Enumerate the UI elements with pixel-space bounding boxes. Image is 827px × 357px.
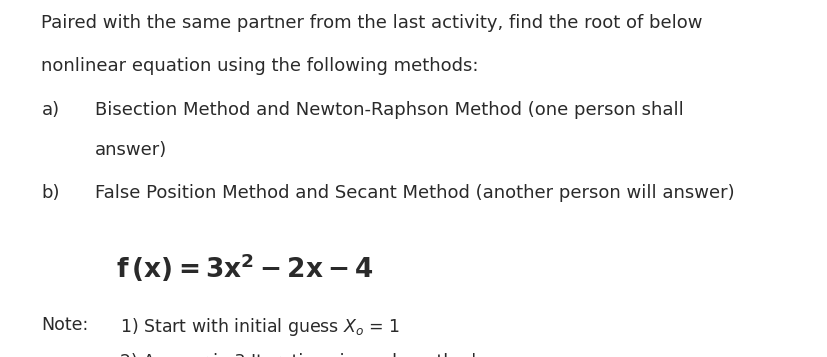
- Text: b): b): [41, 184, 60, 202]
- Text: nonlinear equation using the following methods:: nonlinear equation using the following m…: [41, 57, 478, 75]
- Text: 2) Answer in 3 Iterations in each method: 2) Answer in 3 Iterations in each method: [120, 353, 476, 357]
- Text: $\mathbf{f\,(x) = 3x^2 - 2x - 4}$: $\mathbf{f\,(x) = 3x^2 - 2x - 4}$: [116, 252, 373, 284]
- Text: Paired with the same partner from the last activity, find the root of below: Paired with the same partner from the la…: [41, 14, 702, 32]
- Text: answer): answer): [95, 141, 167, 159]
- Text: Bisection Method and Newton-Raphson Method (one person shall: Bisection Method and Newton-Raphson Meth…: [95, 101, 683, 119]
- Text: Note:: Note:: [41, 316, 88, 334]
- Text: False Position Method and Secant Method (another person will answer): False Position Method and Secant Method …: [95, 184, 734, 202]
- Text: a): a): [41, 101, 60, 119]
- Text: 1) Start with initial guess $X_o$ = 1: 1) Start with initial guess $X_o$ = 1: [120, 316, 399, 338]
